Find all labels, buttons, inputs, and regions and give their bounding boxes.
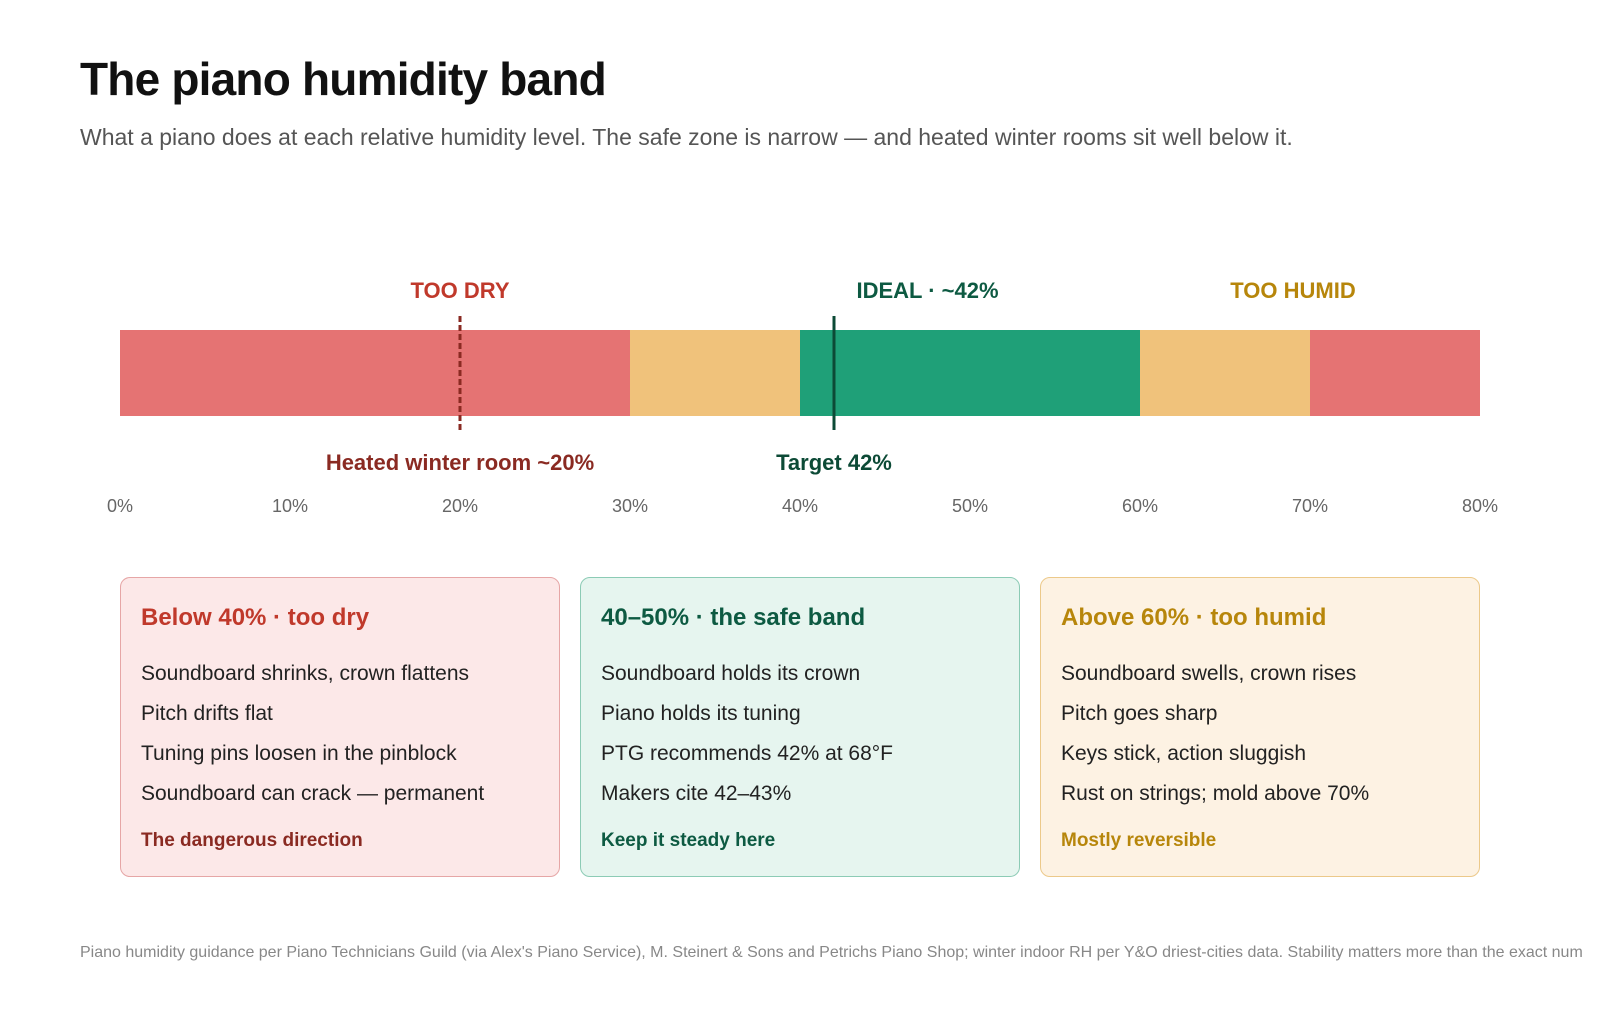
card-too-humid: Above 60% · too humid Soundboard swells,… — [1040, 577, 1480, 877]
card-item: Pitch drifts flat — [141, 702, 273, 725]
page-title: The piano humidity band — [80, 53, 607, 105]
source-footnote: Piano humidity guidance per Piano Techni… — [80, 944, 1583, 961]
card-item: Soundboard holds its crown — [601, 662, 861, 685]
axis-tick-label: 0% — [106, 496, 134, 516]
card-safe-band: 40–50% · the safe band Soundboard holds … — [580, 577, 1020, 877]
card-too-dry: Below 40% · too dry Soundboard shrinks, … — [120, 577, 560, 877]
humidity-bar — [120, 330, 1480, 416]
card-item: Soundboard can crack — permanent — [141, 782, 485, 805]
marker-line — [832, 316, 836, 430]
axis-tick-label: 10% — [271, 496, 309, 516]
card-footer: Mostly reversible — [1061, 830, 1217, 851]
axis-tick-label: 20% — [441, 496, 479, 516]
humidity-band-segment — [120, 330, 630, 416]
card-item: Pitch goes sharp — [1061, 702, 1218, 725]
humidity-band-segment — [1140, 330, 1310, 416]
card-title: 40–50% · the safe band — [601, 604, 866, 631]
zone-label: TOO HUMID — [1230, 278, 1356, 303]
card-title: Below 40% · too dry — [141, 604, 370, 631]
humidity-band-segment — [800, 330, 1140, 416]
axis-tick-label: 30% — [611, 496, 649, 516]
card-title: Above 60% · too humid — [1061, 604, 1327, 631]
card-item: Soundboard swells, crown rises — [1061, 662, 1357, 685]
page-subtitle: What a piano does at each relative humid… — [80, 124, 1293, 150]
zone-label: IDEAL · ~42% — [856, 278, 999, 303]
axis-tick-label: 60% — [1121, 496, 1159, 516]
card-item: Keys stick, action sluggish — [1061, 742, 1307, 765]
card-item: Piano holds its tuning — [601, 702, 801, 725]
card-item: Rust on strings; mold above 70% — [1061, 782, 1370, 805]
card-item: Soundboard shrinks, crown flattens — [141, 662, 470, 685]
axis-tick-label: 50% — [951, 496, 989, 516]
marker-label: Target 42% — [776, 450, 892, 475]
axis-tick-label: 40% — [781, 496, 819, 516]
humidity-band-segment — [1310, 330, 1480, 416]
marker-line — [458, 316, 462, 430]
marker-label: Heated winter room ~20% — [325, 450, 595, 475]
card-item: PTG recommends 42% at 68°F — [601, 742, 894, 765]
axis-tick-label: 80% — [1461, 496, 1499, 516]
card-item: Tuning pins loosen in the pinblock — [141, 742, 457, 765]
card-item: Makers cite 42–43% — [601, 782, 792, 805]
zone-label: TOO DRY — [410, 278, 510, 303]
card-footer: Keep it steady here — [601, 830, 776, 851]
humidity-band-segment — [630, 330, 800, 416]
card-footer: The dangerous direction — [141, 830, 363, 851]
axis-tick-label: 70% — [1291, 496, 1329, 516]
